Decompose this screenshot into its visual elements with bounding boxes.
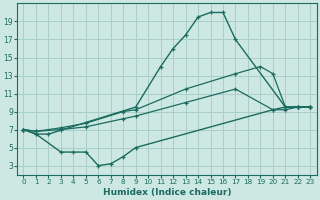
X-axis label: Humidex (Indice chaleur): Humidex (Indice chaleur) [103, 188, 231, 197]
